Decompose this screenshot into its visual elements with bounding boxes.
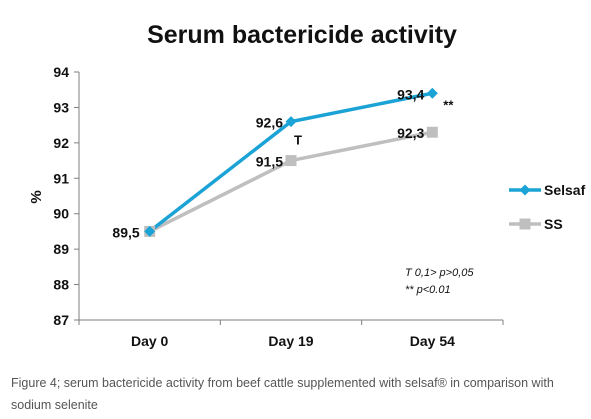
data-label-ss: 92,3 bbox=[397, 125, 424, 141]
y-axis-label: % bbox=[28, 190, 45, 203]
data-point-selsaf bbox=[285, 116, 297, 128]
chart: Serum bactericide activity % 87 88 89 90 91 9… bbox=[28, 21, 586, 349]
x-tick-label: Day 0 bbox=[131, 333, 169, 349]
series-line-ss bbox=[148, 130, 433, 233]
legend-marker-selsaf bbox=[519, 184, 531, 196]
y-tick-label: 92 bbox=[53, 135, 69, 151]
y-tick-label: 88 bbox=[53, 277, 69, 293]
x-tick-label: Day 54 bbox=[410, 333, 455, 349]
significance-footnote: ** p<0.01 bbox=[405, 284, 451, 296]
legend-label-selsaf: Selsaf bbox=[544, 182, 586, 198]
chart-title: Serum bactericide activity bbox=[147, 21, 457, 49]
data-point-ss bbox=[426, 126, 438, 138]
data-label-ss: 91,5 bbox=[256, 154, 283, 170]
significance-footnote: T 0,1> p>0,05 bbox=[405, 267, 474, 279]
y-tick-label: 89 bbox=[53, 241, 69, 257]
data-label-selsaf: 92,6 bbox=[256, 115, 283, 131]
legend-marker-ss bbox=[519, 218, 531, 230]
figure-caption: Figure 4; serum bactericide activity fro… bbox=[11, 376, 554, 412]
data-point-selsaf bbox=[426, 87, 438, 99]
significance-annotation: T bbox=[294, 133, 302, 148]
y-tick-label: 94 bbox=[53, 64, 69, 80]
y-tick-label: 87 bbox=[53, 312, 69, 328]
y-tick-label: 91 bbox=[53, 170, 69, 186]
x-tick-label: Day 19 bbox=[268, 333, 313, 349]
data-point-ss bbox=[285, 155, 297, 167]
data-point-selsaf bbox=[144, 225, 156, 237]
significance-annotation: ** bbox=[443, 97, 454, 112]
data-label-selsaf: 93,4 bbox=[397, 86, 424, 102]
y-tick-label: 93 bbox=[53, 99, 69, 115]
legend-label-ss: SS bbox=[544, 216, 563, 232]
data-label-selsaf: 89,5 bbox=[112, 224, 139, 240]
y-tick-label: 90 bbox=[53, 206, 69, 222]
